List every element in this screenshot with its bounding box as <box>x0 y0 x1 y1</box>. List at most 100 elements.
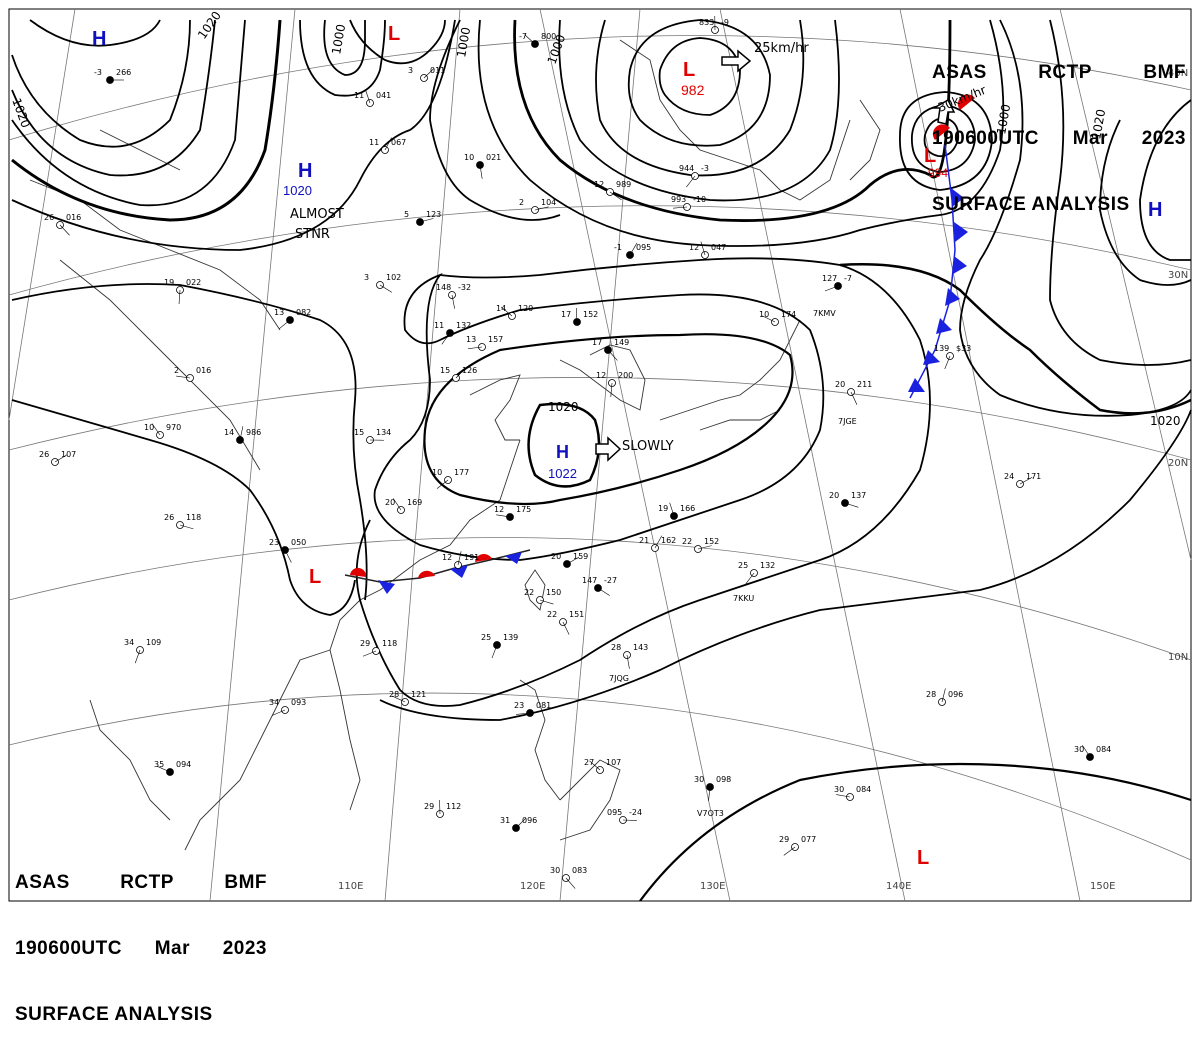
station-pressure: 134 <box>376 428 391 437</box>
station-temp: 10 <box>432 468 442 477</box>
station-pressure: -24 <box>629 808 642 817</box>
station-temp: 3 <box>408 66 413 75</box>
station-temp: 20 <box>835 380 845 389</box>
station-temp: 12 <box>442 553 452 562</box>
station-pressure: -10 <box>693 195 706 204</box>
station-temp: 2 <box>519 198 524 207</box>
header-office: BMF <box>224 872 267 894</box>
station-pressure: 118 <box>382 639 397 648</box>
station-pressure: 986 <box>246 428 261 437</box>
station-pressure: 016 <box>196 366 211 375</box>
station-temp: 10 <box>464 153 474 162</box>
station-pressure: 120 <box>518 304 533 313</box>
ship-id: 7JQG <box>609 674 629 683</box>
station-pressure: 171 <box>1026 472 1041 481</box>
station-temp: 26 <box>44 213 54 222</box>
low-pressure-value: 982 <box>681 82 705 98</box>
station-pressure: 096 <box>522 816 537 825</box>
station-pressure: 177 <box>454 468 469 477</box>
station-temp: 34 <box>124 638 134 647</box>
station-temp: 944 <box>679 164 694 173</box>
station-temp: 23 <box>269 538 279 547</box>
station-pressure: 143 <box>633 643 648 652</box>
station-pressure: 150 <box>546 588 561 597</box>
header-station: RCTP <box>120 872 174 894</box>
header-month: Mar <box>1073 128 1108 150</box>
station-temp: -1 <box>614 243 622 252</box>
low-center-north: L <box>388 23 400 45</box>
station-temp: 27 <box>584 758 594 767</box>
station-temp: 26 <box>164 513 174 522</box>
station-pressure: -32 <box>458 283 471 292</box>
station-pressure: 047 <box>711 243 726 252</box>
station-temp: 25 <box>481 633 491 642</box>
station-pressure: 211 <box>857 380 872 389</box>
station-temp: 12 <box>494 505 504 514</box>
header-station: RCTP <box>1038 62 1092 84</box>
station-temp: 17 <box>561 310 571 319</box>
station-pressure: 094 <box>176 760 191 769</box>
station-pressure: 989 <box>616 180 631 189</box>
low-center-se: L <box>917 847 929 869</box>
station-temp: 28 <box>389 690 399 699</box>
station-pressure: -3 <box>701 164 709 173</box>
station-pressure: 083 <box>572 866 587 875</box>
station-temp: 13 <box>274 308 284 317</box>
station-pressure: 112 <box>446 802 461 811</box>
high-pressure-value: 1020 <box>283 183 312 198</box>
station-pressure: 021 <box>486 153 501 162</box>
station-temp: 12 <box>689 243 699 252</box>
station-temp: -7 <box>519 32 527 41</box>
station-temp: 14 <box>496 304 506 313</box>
station-pressure: 022 <box>186 278 201 287</box>
station-pressure: 157 <box>488 335 503 344</box>
station-temp: 31 <box>500 816 510 825</box>
header-time: 190600UTC <box>932 128 1039 150</box>
station-temp: 22 <box>682 537 692 546</box>
station-pressure: 137 <box>851 491 866 500</box>
station-temp: 11 <box>434 321 444 330</box>
station-temp: 20 <box>551 552 561 561</box>
station-pressure: 174 <box>781 310 796 319</box>
station-pressure: 200 <box>618 371 633 380</box>
station-temp: 12 <box>596 371 606 380</box>
header-month: Mar <box>155 938 190 960</box>
station-pressure: 132 <box>760 561 775 570</box>
station-pressure: 132 <box>456 321 471 330</box>
high-center-central: H <box>556 442 569 462</box>
station-temp: 22 <box>547 610 557 619</box>
header-agency: ASAS <box>932 62 987 84</box>
header-title: SURFACE ANALYSIS <box>932 194 1130 216</box>
station-temp: 19 <box>658 504 668 513</box>
station-pressure: 077 <box>801 835 816 844</box>
station-temp: 20 <box>385 498 395 507</box>
station-temp: 19 <box>164 278 174 287</box>
lat-label-20n: 20N <box>1168 458 1188 469</box>
station-temp: 127 <box>822 274 837 283</box>
station-pressure: 084 <box>1096 745 1111 754</box>
high-pressure-value: 1022 <box>548 466 577 481</box>
header-agency: ASAS <box>15 872 70 894</box>
station-temp: -3 <box>94 68 102 77</box>
station-pressure: 152 <box>583 310 598 319</box>
station-pressure: 081 <box>536 701 551 710</box>
station-pressure: 102 <box>386 273 401 282</box>
station-temp: 28 <box>611 643 621 652</box>
station-temp: 15 <box>354 428 364 437</box>
station-pressure: 067 <box>391 138 406 147</box>
station-pressure: 126 <box>462 366 477 375</box>
station-temp: 20 <box>829 491 839 500</box>
station-temp: 833 <box>699 18 714 27</box>
movement-label-25kmhr: 25km/hr <box>754 41 809 56</box>
low-center-982: L <box>683 59 695 81</box>
station-temp: 5 <box>404 210 409 219</box>
station-pressure: 104 <box>541 198 556 207</box>
lon-label-130e: 130E <box>700 881 725 892</box>
station-temp: 30 <box>550 866 560 875</box>
station-pressure: -9 <box>721 18 729 27</box>
station-pressure: 970 <box>166 423 181 432</box>
station-temp: 14 <box>224 428 234 437</box>
header-title: SURFACE ANALYSIS <box>15 1004 213 1026</box>
high-center-stnr: H <box>298 160 312 182</box>
station-pressure: 109 <box>146 638 161 647</box>
